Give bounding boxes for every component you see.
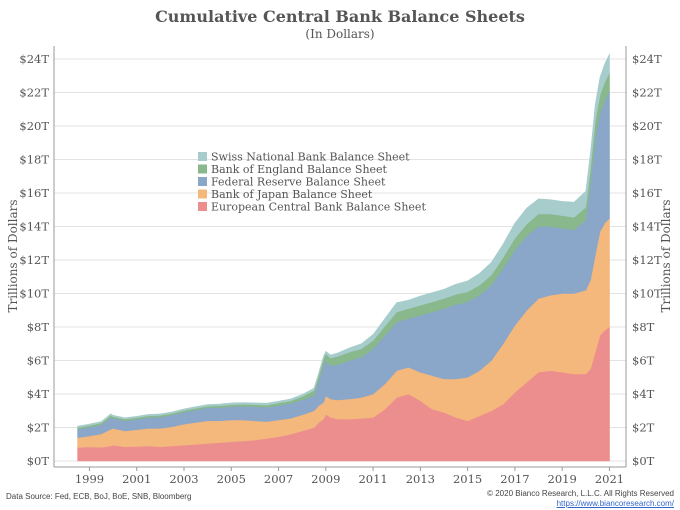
x-tick-label: 2013 [406, 472, 435, 486]
x-tick-label: 2017 [500, 472, 529, 486]
y-axis-label-left: Trillions of Dollars [6, 199, 20, 312]
legend-label: Bank of Japan Balance Sheet [211, 188, 373, 201]
y-tick-label: $18T [19, 153, 49, 167]
area-series-5 [77, 53, 610, 428]
legend-swatch [198, 152, 207, 161]
y-tick-label: $12T [19, 253, 49, 267]
y-tick-label: $20T [19, 119, 49, 133]
stacked-areas [77, 53, 610, 462]
x-tick-label: 2021 [595, 472, 624, 486]
y-tick-labels-left: $0T $2T $4T $6T $8T $10T $12T $14T $16T $18T $20T $… [19, 52, 49, 468]
chart-subtitle: (In Dollars) [305, 27, 374, 41]
y-tick-label: $22T [632, 86, 662, 100]
y-tick-label: $4T [632, 387, 655, 401]
x-tick-label: 2015 [453, 472, 482, 486]
copyright-note: © 2020 Bianco Research, L.L.C. All Right… [487, 489, 674, 498]
y-tick-label: $2T [632, 421, 655, 435]
website-link[interactable]: https://www.biancoresearch.com/ [556, 499, 674, 508]
y-tick-label: $14T [19, 220, 49, 234]
y-tick-label: $10T [632, 287, 662, 301]
y-tick-label: $8T [632, 320, 655, 334]
legend-label: Swiss National Bank Balance Sheet [211, 151, 410, 164]
y-tick-label: $4T [27, 387, 50, 401]
y-tick-labels-right: $0T $2T $4T $6T $8T $10T $12T $14T $16T $18T $20T $… [632, 52, 662, 468]
y-tick-label: $14T [632, 220, 662, 234]
y-tick-label: $24T [632, 52, 662, 66]
x-tick-label: 2007 [264, 472, 293, 486]
y-tick-label: $24T [19, 52, 49, 66]
y-tick-label: $18T [632, 153, 662, 167]
legend-label: European Central Bank Balance Sheet [211, 201, 426, 214]
data-source-note: Data Source: Fed, ECB, BoJ, BoE, SNB, Bl… [6, 492, 192, 501]
y-tick-label: $8T [27, 320, 50, 334]
legend-label: Federal Reserve Balance Sheet [211, 176, 386, 189]
y-tick-label: $0T [632, 454, 655, 468]
y-tick-label: $6T [27, 354, 50, 368]
legend-swatch [198, 177, 207, 186]
legend-label: Bank of England Balance Sheet [211, 163, 388, 176]
y-tick-label: $20T [632, 119, 662, 133]
y-tick-label: $16T [632, 186, 662, 200]
legend-swatch [198, 202, 207, 211]
y-tick-label: $0T [27, 454, 50, 468]
x-tick-label: 1999 [75, 472, 104, 486]
axes [53, 46, 627, 468]
x-tick-label: 2009 [311, 472, 340, 486]
x-tick-label: 2001 [122, 472, 151, 486]
y-tick-label: $10T [19, 287, 49, 301]
x-tick-label: 2005 [217, 472, 246, 486]
legend-swatch [198, 189, 207, 199]
y-axis-label-right: Trillions of Dollars [659, 199, 673, 312]
y-tick-label: $6T [632, 354, 655, 368]
chart-title: Cumulative Central Bank Balance Sheets [155, 7, 525, 26]
x-tick-label: 2011 [358, 472, 387, 486]
y-tick-label: $12T [632, 253, 662, 267]
y-tick-label: $2T [27, 421, 50, 435]
x-tick-label: 2003 [169, 472, 198, 486]
legend-swatch [198, 164, 207, 174]
x-tick-label: 2019 [548, 472, 577, 486]
y-tick-label: $22T [19, 86, 49, 100]
y-tick-label: $16T [19, 186, 49, 200]
x-tick-labels: 1999 2001 2003 2005 2007 2009 2011 2013 2015 2017… [75, 467, 624, 486]
y-gridlines [54, 58, 626, 462]
